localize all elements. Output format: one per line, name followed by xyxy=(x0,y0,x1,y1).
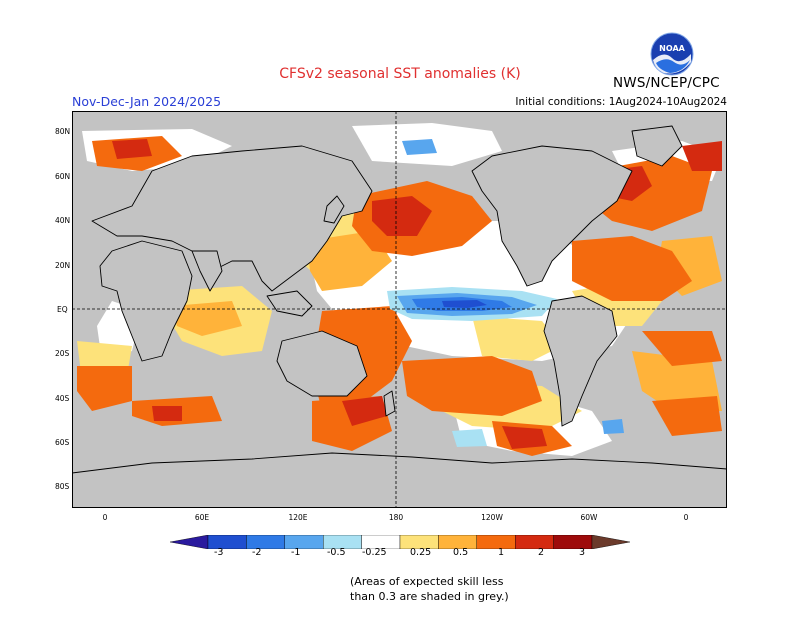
lat-label-80n: 80N xyxy=(55,127,71,136)
map-frame xyxy=(72,111,727,508)
skill-note-line1: (Areas of expected skill less xyxy=(350,575,504,588)
colorbar-label-minus3: -3 xyxy=(214,547,224,558)
eurasia xyxy=(91,145,373,292)
australia xyxy=(276,330,368,397)
lon-label-0-east: 0 xyxy=(683,513,689,522)
colorbar-label-2: 2 xyxy=(538,547,545,558)
indonesia xyxy=(266,290,313,317)
lon-label-120e: 120E xyxy=(288,513,308,522)
lat-label-60s: 60S xyxy=(55,438,70,447)
colorbar-segment xyxy=(515,535,554,549)
chart-title: CFSv2 seasonal SST anomalies (K) xyxy=(279,66,521,82)
colorbar-label-minus0.5: -0.5 xyxy=(327,547,346,558)
lat-label-20n: 20N xyxy=(55,261,71,270)
colorbar-segment xyxy=(553,535,593,549)
cool-anomaly-regions xyxy=(387,139,624,447)
continents xyxy=(72,125,727,508)
south-america xyxy=(543,295,618,427)
lat-label-40n: 40N xyxy=(55,216,71,225)
lon-label-0: 0 xyxy=(102,513,108,522)
greenland xyxy=(631,125,683,167)
japan xyxy=(323,195,345,224)
colorbar-segment xyxy=(591,535,630,549)
new-zealand xyxy=(383,390,396,417)
colorbar-segment xyxy=(476,535,516,549)
sst-anomaly-map xyxy=(72,111,727,508)
agency-label: NWS/NCEP/CPC xyxy=(613,75,720,91)
africa xyxy=(99,240,193,362)
india xyxy=(191,250,223,292)
colorbar-label-minus1: -1 xyxy=(291,547,301,558)
lat-label-60n: 60N xyxy=(55,172,71,181)
skill-note-line2: than 0.3 are shaded in grey.) xyxy=(350,590,509,603)
lat-label-eq: EQ xyxy=(57,305,68,314)
lon-label-120w: 120W xyxy=(481,513,503,522)
colorbar-label-minus2: -2 xyxy=(252,547,262,558)
colorbar-segment xyxy=(170,535,209,549)
north-america xyxy=(471,145,633,287)
noaa-logo: NOAA xyxy=(650,32,694,76)
colorbar-label-3: 3 xyxy=(579,547,586,558)
antarctica xyxy=(72,452,727,508)
colorbar-label-0.5: 0.5 xyxy=(453,547,469,558)
logo-text: NOAA xyxy=(659,44,685,53)
lon-label-60w: 60W xyxy=(580,513,598,522)
colorbar-label-0.25: 0.25 xyxy=(410,547,432,558)
initial-conditions-label: Initial conditions: 1Aug2024-10Aug2024 xyxy=(515,96,727,108)
lat-label-20s: 20S xyxy=(55,349,70,358)
lon-label-180: 180 xyxy=(388,513,404,522)
colorbar xyxy=(170,535,630,549)
lat-label-40s: 40S xyxy=(55,394,70,403)
lat-label-80s: 80S xyxy=(55,482,70,491)
colorbar-label-1: 1 xyxy=(498,547,505,558)
season-label: Nov-Dec-Jan 2024/2025 xyxy=(72,94,222,109)
colorbar-label-minus0.25: -0.25 xyxy=(362,547,387,558)
lon-label-60e: 60E xyxy=(194,513,210,522)
